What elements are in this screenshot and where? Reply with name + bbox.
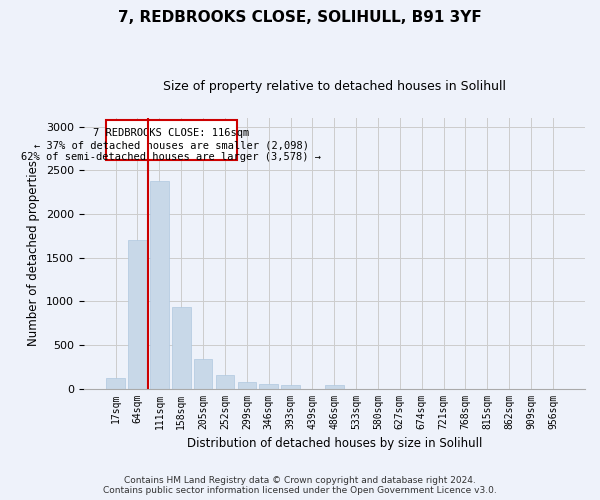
Bar	[259, 384, 278, 388]
Text: ← 37% of detached houses are smaller (2,098): ← 37% of detached houses are smaller (2,…	[34, 140, 309, 150]
Bar	[194, 359, 212, 388]
Bar	[128, 240, 147, 388]
X-axis label: Distribution of detached houses by size in Solihull: Distribution of detached houses by size …	[187, 437, 482, 450]
Text: 7 REDBROOKS CLOSE: 116sqm: 7 REDBROOKS CLOSE: 116sqm	[93, 128, 250, 138]
Bar	[172, 308, 191, 388]
Bar	[106, 378, 125, 388]
Bar	[150, 180, 169, 388]
Text: 62% of semi-detached houses are larger (3,578) →: 62% of semi-detached houses are larger (…	[22, 152, 322, 162]
Bar	[215, 376, 234, 388]
Bar	[281, 385, 300, 388]
Text: 7, REDBROOKS CLOSE, SOLIHULL, B91 3YF: 7, REDBROOKS CLOSE, SOLIHULL, B91 3YF	[118, 10, 482, 25]
Title: Size of property relative to detached houses in Solihull: Size of property relative to detached ho…	[163, 80, 506, 93]
Bar	[325, 385, 344, 388]
Text: Contains HM Land Registry data © Crown copyright and database right 2024.
Contai: Contains HM Land Registry data © Crown c…	[103, 476, 497, 495]
FancyBboxPatch shape	[106, 120, 237, 160]
Bar	[238, 382, 256, 388]
Y-axis label: Number of detached properties: Number of detached properties	[27, 160, 40, 346]
